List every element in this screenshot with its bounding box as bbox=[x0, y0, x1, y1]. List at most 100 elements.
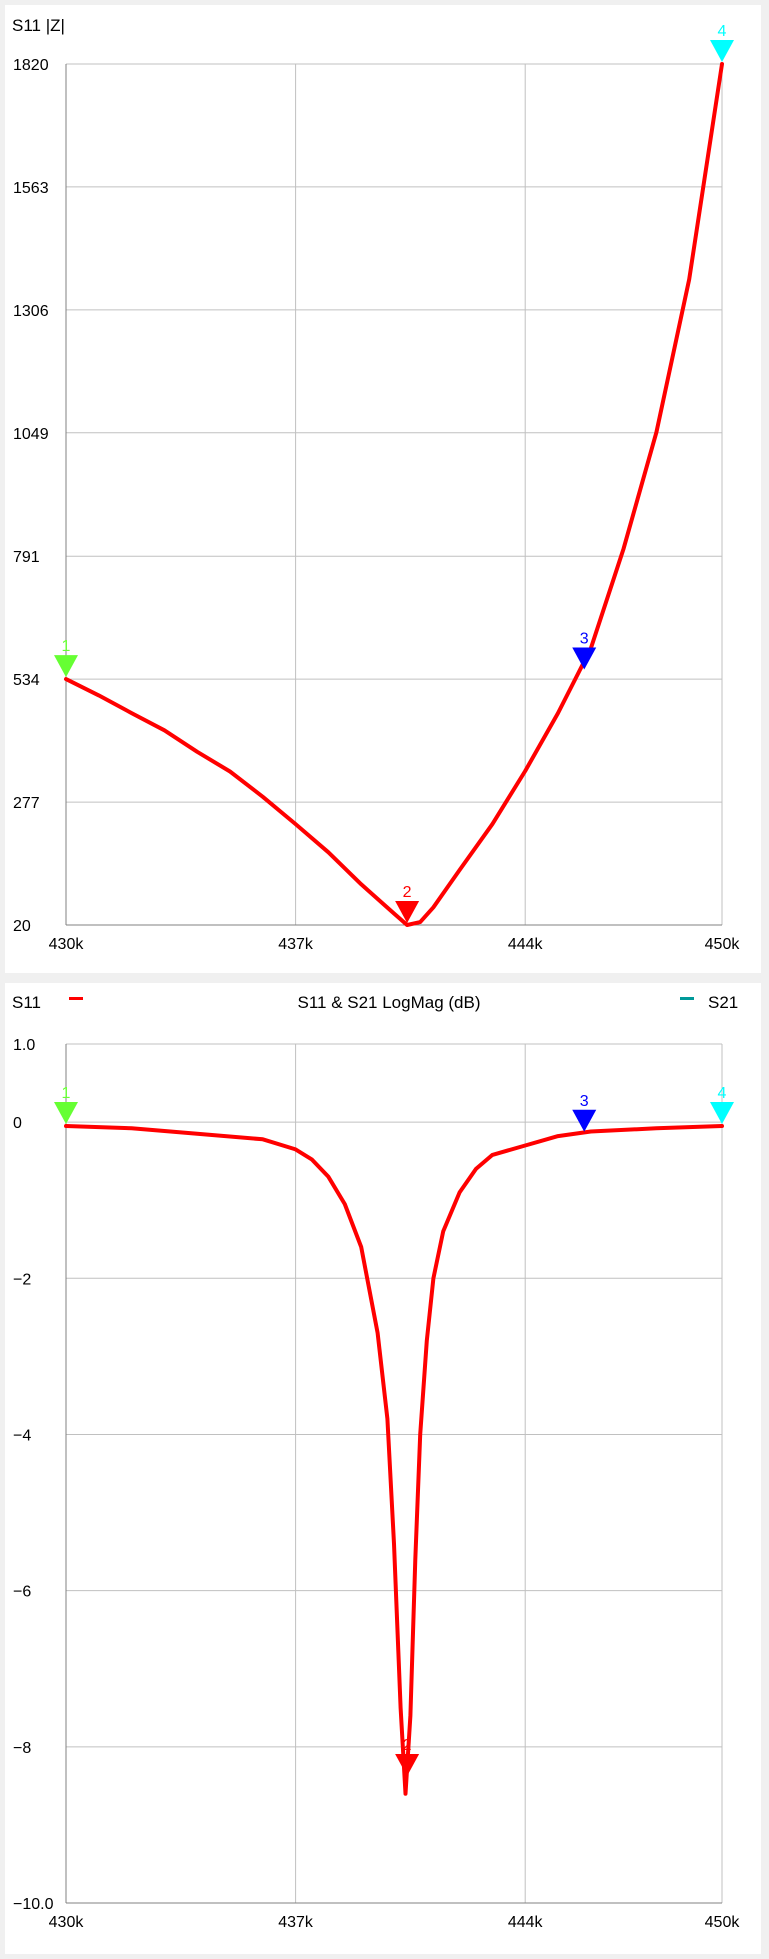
y-tick-label: 1820 bbox=[13, 57, 49, 74]
marker-triangle-icon bbox=[572, 1109, 597, 1132]
data-point bbox=[523, 1143, 527, 1148]
data-point bbox=[392, 911, 396, 916]
y-tick-label: 1049 bbox=[13, 426, 49, 443]
x-tick-label: 450k bbox=[705, 1914, 741, 1931]
data-point bbox=[398, 1706, 403, 1710]
data-point bbox=[441, 1229, 445, 1234]
data-point bbox=[413, 1557, 417, 1561]
marker-label: 2 bbox=[403, 884, 412, 901]
data-point bbox=[687, 277, 691, 281]
logmag-chart: S11 S11 & S21 LogMag (dB) S21 1.0 0 −2 −4 −6… bbox=[12, 993, 741, 1931]
y-tick-label: −10.0 bbox=[13, 1896, 54, 1913]
data-point bbox=[228, 769, 232, 774]
y-tick-label: 20 bbox=[13, 918, 31, 935]
data-point bbox=[359, 1245, 363, 1249]
data-point bbox=[589, 1129, 593, 1134]
data-point bbox=[556, 711, 560, 715]
data-point bbox=[64, 677, 68, 681]
data-point bbox=[490, 1153, 494, 1157]
legend-s11-label: S11 bbox=[12, 993, 41, 1012]
data-point bbox=[431, 1276, 435, 1280]
marker-triangle-icon bbox=[395, 901, 420, 923]
marker-1[interactable]: 1 bbox=[54, 1085, 78, 1124]
data-point bbox=[310, 1157, 314, 1162]
y-tick-label: −6 bbox=[13, 1584, 31, 1601]
marker-1[interactable]: 1 bbox=[54, 638, 78, 678]
logmag-chart-panel: S11 S11 & S21 LogMag (dB) S21 1.0 0 −2 −4 −6… bbox=[5, 983, 761, 1954]
data-point bbox=[431, 905, 435, 909]
data-point bbox=[556, 1134, 560, 1138]
legend-s11-swatch bbox=[69, 997, 83, 1000]
data-point bbox=[418, 1432, 422, 1437]
y-tick-label: 534 bbox=[13, 672, 40, 689]
x-tick-label: 430k bbox=[49, 936, 85, 953]
marker-triangle-icon bbox=[710, 40, 734, 62]
data-point bbox=[654, 1126, 659, 1130]
grid bbox=[65, 63, 723, 926]
data-point bbox=[294, 1147, 298, 1152]
data-point bbox=[261, 1137, 265, 1141]
y-tick-label: 1306 bbox=[13, 303, 49, 320]
y-tick-label: 1563 bbox=[13, 180, 49, 197]
marker-label: 1 bbox=[62, 1085, 71, 1102]
marker-triangle-icon bbox=[710, 1101, 734, 1124]
data-point bbox=[392, 1542, 396, 1546]
x-tick-label: 444k bbox=[508, 1914, 544, 1931]
marker-label: 4 bbox=[718, 1085, 727, 1102]
data-point bbox=[720, 62, 724, 66]
x-tick-label: 450k bbox=[705, 936, 741, 953]
data-point bbox=[425, 1339, 429, 1343]
marker-triangle-icon bbox=[572, 647, 597, 670]
data-point bbox=[130, 711, 134, 715]
marker-2[interactable]: 2 bbox=[395, 1737, 420, 1777]
data-point bbox=[403, 1792, 408, 1796]
legend-s21-label: S21 bbox=[708, 993, 738, 1012]
marker-label: 3 bbox=[580, 630, 589, 647]
x-tick-label: 444k bbox=[508, 936, 544, 953]
marker-label: 3 bbox=[580, 1093, 589, 1110]
data-point bbox=[64, 1124, 68, 1128]
chart-title: S11 & S21 LogMag (dB) bbox=[297, 993, 480, 1012]
data-point bbox=[261, 795, 265, 799]
data-point bbox=[130, 1126, 134, 1130]
data-point bbox=[162, 728, 166, 732]
data-point bbox=[195, 1132, 199, 1136]
data-point bbox=[622, 546, 626, 551]
y-tick-label: −2 bbox=[13, 1271, 31, 1288]
marker-3[interactable]: 3 bbox=[572, 630, 597, 670]
data-point bbox=[97, 693, 101, 698]
chart-title: S11 |Z| bbox=[12, 16, 65, 35]
y-tick-label: −8 bbox=[13, 1740, 31, 1757]
marker-2[interactable]: 2 bbox=[395, 884, 420, 923]
y-tick-label: 0 bbox=[13, 1115, 22, 1132]
marker-4[interactable]: 4 bbox=[710, 23, 734, 62]
legend-s21-swatch bbox=[680, 997, 694, 1000]
data-point bbox=[474, 1167, 478, 1171]
impedance-chart-panel: S11 |Z| 20 277 534 791 1049 1306 1563 1820 430k 4… bbox=[5, 5, 761, 973]
data-point bbox=[458, 868, 462, 872]
data-point bbox=[720, 1124, 724, 1128]
data-point bbox=[418, 920, 422, 924]
data-point bbox=[385, 1417, 390, 1421]
data-point bbox=[654, 430, 659, 434]
data-point bbox=[408, 1713, 412, 1718]
marker-label: 2 bbox=[403, 1737, 412, 1754]
y-tick-label: −4 bbox=[13, 1427, 31, 1444]
marker-label: 4 bbox=[718, 23, 727, 40]
y-tick-label: 277 bbox=[13, 795, 40, 812]
x-tick-label: 437k bbox=[278, 936, 314, 953]
marker-triangle-icon bbox=[54, 655, 78, 678]
x-tick-label: 437k bbox=[278, 1914, 314, 1931]
data-point bbox=[523, 769, 527, 773]
marker-3[interactable]: 3 bbox=[572, 1093, 597, 1132]
marker-4[interactable]: 4 bbox=[710, 1085, 734, 1124]
data-point bbox=[405, 923, 409, 927]
y-tick-label: 791 bbox=[13, 549, 40, 566]
grid bbox=[65, 1043, 723, 1904]
y-tick-label: 1.0 bbox=[13, 1037, 35, 1054]
data-point bbox=[195, 750, 199, 754]
data-point bbox=[376, 1331, 380, 1335]
marker-triangle-icon bbox=[395, 1754, 420, 1777]
series-line-s11 bbox=[64, 62, 724, 927]
data-point bbox=[326, 850, 330, 854]
